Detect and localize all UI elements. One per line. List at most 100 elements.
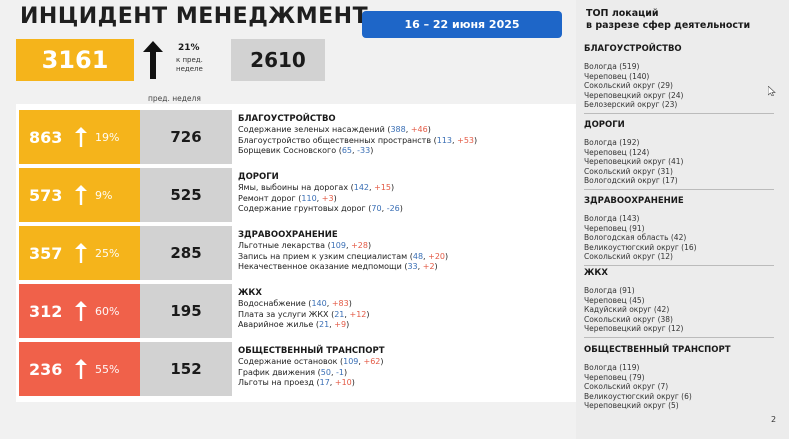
location-item: Череповец (140) — [584, 71, 650, 81]
prev-week-label: пред. неделя — [148, 94, 201, 103]
up-arrow-icon — [75, 127, 87, 147]
category-title: ОБЩЕСТВЕННЫЙ ТРАНСПОРТ — [238, 346, 385, 356]
location-item: Сокольский округ (38) — [584, 314, 673, 324]
date-range-badge: 16 – 22 июня 2025 — [362, 11, 562, 38]
up-arrow-icon — [75, 301, 87, 321]
location-item: Вологда (519) — [584, 62, 640, 71]
up-arrow-icon — [143, 41, 163, 79]
current-week-cell: 357 25% — [19, 226, 150, 280]
prev-week-cell: 152 — [140, 342, 232, 396]
category-title: БЛАГОУСТРОЙСТВО — [238, 114, 336, 124]
prev-week-cell: 525 — [140, 168, 232, 222]
top-locations-header: ТОП локаций в разрезе сфер деятельности — [586, 8, 750, 32]
top-locations-header-line-1: ТОП локаций — [586, 8, 659, 19]
prev-week-cell: 285 — [140, 226, 232, 280]
category-item: Борщевик Сосновского (65, -33) — [238, 146, 374, 155]
top-locations-section: ДОРОГИ Вологда (192) Череповец (124) Черепо… — [584, 120, 784, 190]
top-locations-header-line-2: в разрезе сфер деятельности — [586, 20, 751, 31]
location-item: Сокольский округ (12) — [584, 252, 673, 262]
growth-percent: 21% — [178, 43, 200, 53]
total-incidents: 3161 — [16, 39, 134, 81]
current-value: 357 — [29, 243, 63, 263]
category-row: 236 55% 152 ОБЩЕСТВЕННЫЙ ТРАНСПОРТ Содержани… — [16, 339, 578, 396]
location-item: Череповец (45) — [584, 295, 645, 305]
category-row: 863 19% 726 БЛАГОУСТРОЙСТВО Содержание зелен… — [16, 107, 578, 164]
category-title: ЖКХ — [238, 288, 262, 298]
location-item: Сокольский округ (7) — [584, 382, 669, 392]
section-divider — [584, 264, 774, 266]
top-locations-section: ЖКХ Вологда (91) Череповец (45) Кадуйский о… — [584, 268, 784, 338]
change-percent: 25% — [95, 246, 120, 260]
category-item: Содержание остановок (109, +62) — [238, 357, 384, 366]
section-divider — [584, 336, 774, 338]
category-item: Содержание зеленых насаждений (388, +46) — [238, 125, 431, 134]
top-locations-section: ЗДРАВООХРАНЕНИЕ Вологда (143) Череповец (9… — [584, 196, 784, 266]
up-arrow-icon — [75, 359, 87, 379]
current-week-cell: 573 9% — [19, 168, 150, 222]
category-item: Водоснабжение (140, +83) — [238, 299, 352, 308]
category-details: ЗДРАВООХРАНЕНИЕ Льготные лекарства (109, … — [238, 230, 578, 273]
growth-note: к пред. неделе — [176, 56, 203, 74]
location-item: Вологда (119) — [584, 363, 640, 372]
category-item: Содержание грунтовых дорог (70, -26) — [238, 204, 403, 213]
location-item: Череповец (124) — [584, 147, 650, 157]
location-item: Череповец (79) — [584, 372, 645, 382]
prev-week-cell: 195 — [140, 284, 232, 338]
location-item: Череповецкий округ (5) — [584, 401, 679, 411]
category-details: ДОРОГИ Ямы, выбоины на дорогах (142, +15)… — [238, 172, 578, 215]
current-week-cell: 312 60% — [19, 284, 150, 338]
category-item: Благоустройство общественных пространств… — [238, 135, 478, 145]
location-item: Вологда (192) — [584, 138, 640, 147]
category-row: 312 60% 195 ЖКХ Водоснабжение (140, +83) Плат… — [16, 281, 578, 338]
category-item: Плата за услуги ЖКХ (21, +12) — [238, 309, 370, 319]
category-item: Льготные лекарства (109, +28) — [238, 241, 372, 250]
location-item: Сокольский округ (29) — [584, 81, 673, 91]
section-divider — [584, 188, 774, 190]
category-details: ЖКХ Водоснабжение (140, +83) Плата за услу… — [238, 288, 578, 331]
prev-week-total: 2610 — [231, 39, 325, 81]
location-item: Белозерский округ (23) — [584, 100, 678, 110]
section-title: ДОРОГИ — [584, 120, 625, 130]
change-percent: 19% — [95, 130, 120, 144]
section-title: БЛАГОУСТРОЙСТВО — [584, 44, 682, 54]
location-item: Вологда (91) — [584, 286, 635, 295]
top-locations-panel: ТОП локаций в разрезе сфер деятельности … — [576, 0, 789, 439]
current-week-cell: 863 19% — [19, 110, 150, 164]
category-details: БЛАГОУСТРОЙСТВО Содержание зеленых насажд… — [238, 114, 578, 157]
mouse-cursor-icon — [768, 86, 776, 96]
prev-week-cell: 726 — [140, 110, 232, 164]
location-item: Череповецкий округ (12) — [584, 324, 684, 334]
change-percent: 55% — [95, 362, 120, 376]
section-title: ЖКХ — [584, 268, 608, 278]
location-item: Кадуйский округ (42) — [584, 305, 670, 315]
section-title: ЗДРАВООХРАНЕНИЕ — [584, 196, 684, 206]
location-item: Череповец (91) — [584, 223, 645, 233]
category-item: Запись на прием к узким специалистам (48… — [238, 251, 449, 261]
location-item: Вологодская область (42) — [584, 233, 687, 243]
up-arrow-icon — [75, 185, 87, 205]
category-item: График движения (50, -1) — [238, 367, 348, 377]
category-item: Льготы на проезд (17, +10) — [238, 378, 355, 387]
location-item: Великоустюгский округ (6) — [584, 391, 692, 401]
category-item: Ямы, выбоины на дорогах (142, +15) — [238, 183, 395, 192]
category-details: ОБЩЕСТВЕННЫЙ ТРАНСПОРТ Содержание останов… — [238, 346, 578, 389]
top-locations-section: БЛАГОУСТРОЙСТВО Вологда (519) Череповец (1… — [584, 44, 784, 114]
category-item: Некачественное оказание медпомощи (33, +… — [238, 262, 438, 271]
section-divider — [584, 112, 774, 114]
location-item: Вологодский округ (17) — [584, 176, 678, 186]
current-value: 312 — [29, 301, 63, 321]
current-week-cell: 236 55% — [19, 342, 150, 396]
growth-note-line-2: неделе — [176, 65, 203, 73]
location-item: Череповецкий округ (41) — [584, 157, 684, 167]
location-item: Великоустюгский округ (16) — [584, 242, 697, 252]
current-value: 573 — [29, 185, 63, 205]
section-title: ОБЩЕСТВЕННЫЙ ТРАНСПОРТ — [584, 345, 731, 355]
location-item: Череповецкий округ (24) — [584, 90, 684, 100]
page-title: ИНЦИДЕНТ МЕНЕДЖМЕНТ — [20, 4, 369, 29]
top-locations-section: ОБЩЕСТВЕННЫЙ ТРАНСПОРТ Вологда (119) Череп… — [584, 345, 784, 411]
category-row: 573 9% 525 ДОРОГИ Ямы, выбоины на дорогах (1… — [16, 165, 578, 222]
category-row: 357 25% 285 ЗДРАВООХРАНЕНИЕ Льготные лекарст… — [16, 223, 578, 280]
current-value: 863 — [29, 127, 63, 147]
change-percent: 9% — [95, 188, 113, 202]
page-number: 2 — [771, 415, 777, 424]
